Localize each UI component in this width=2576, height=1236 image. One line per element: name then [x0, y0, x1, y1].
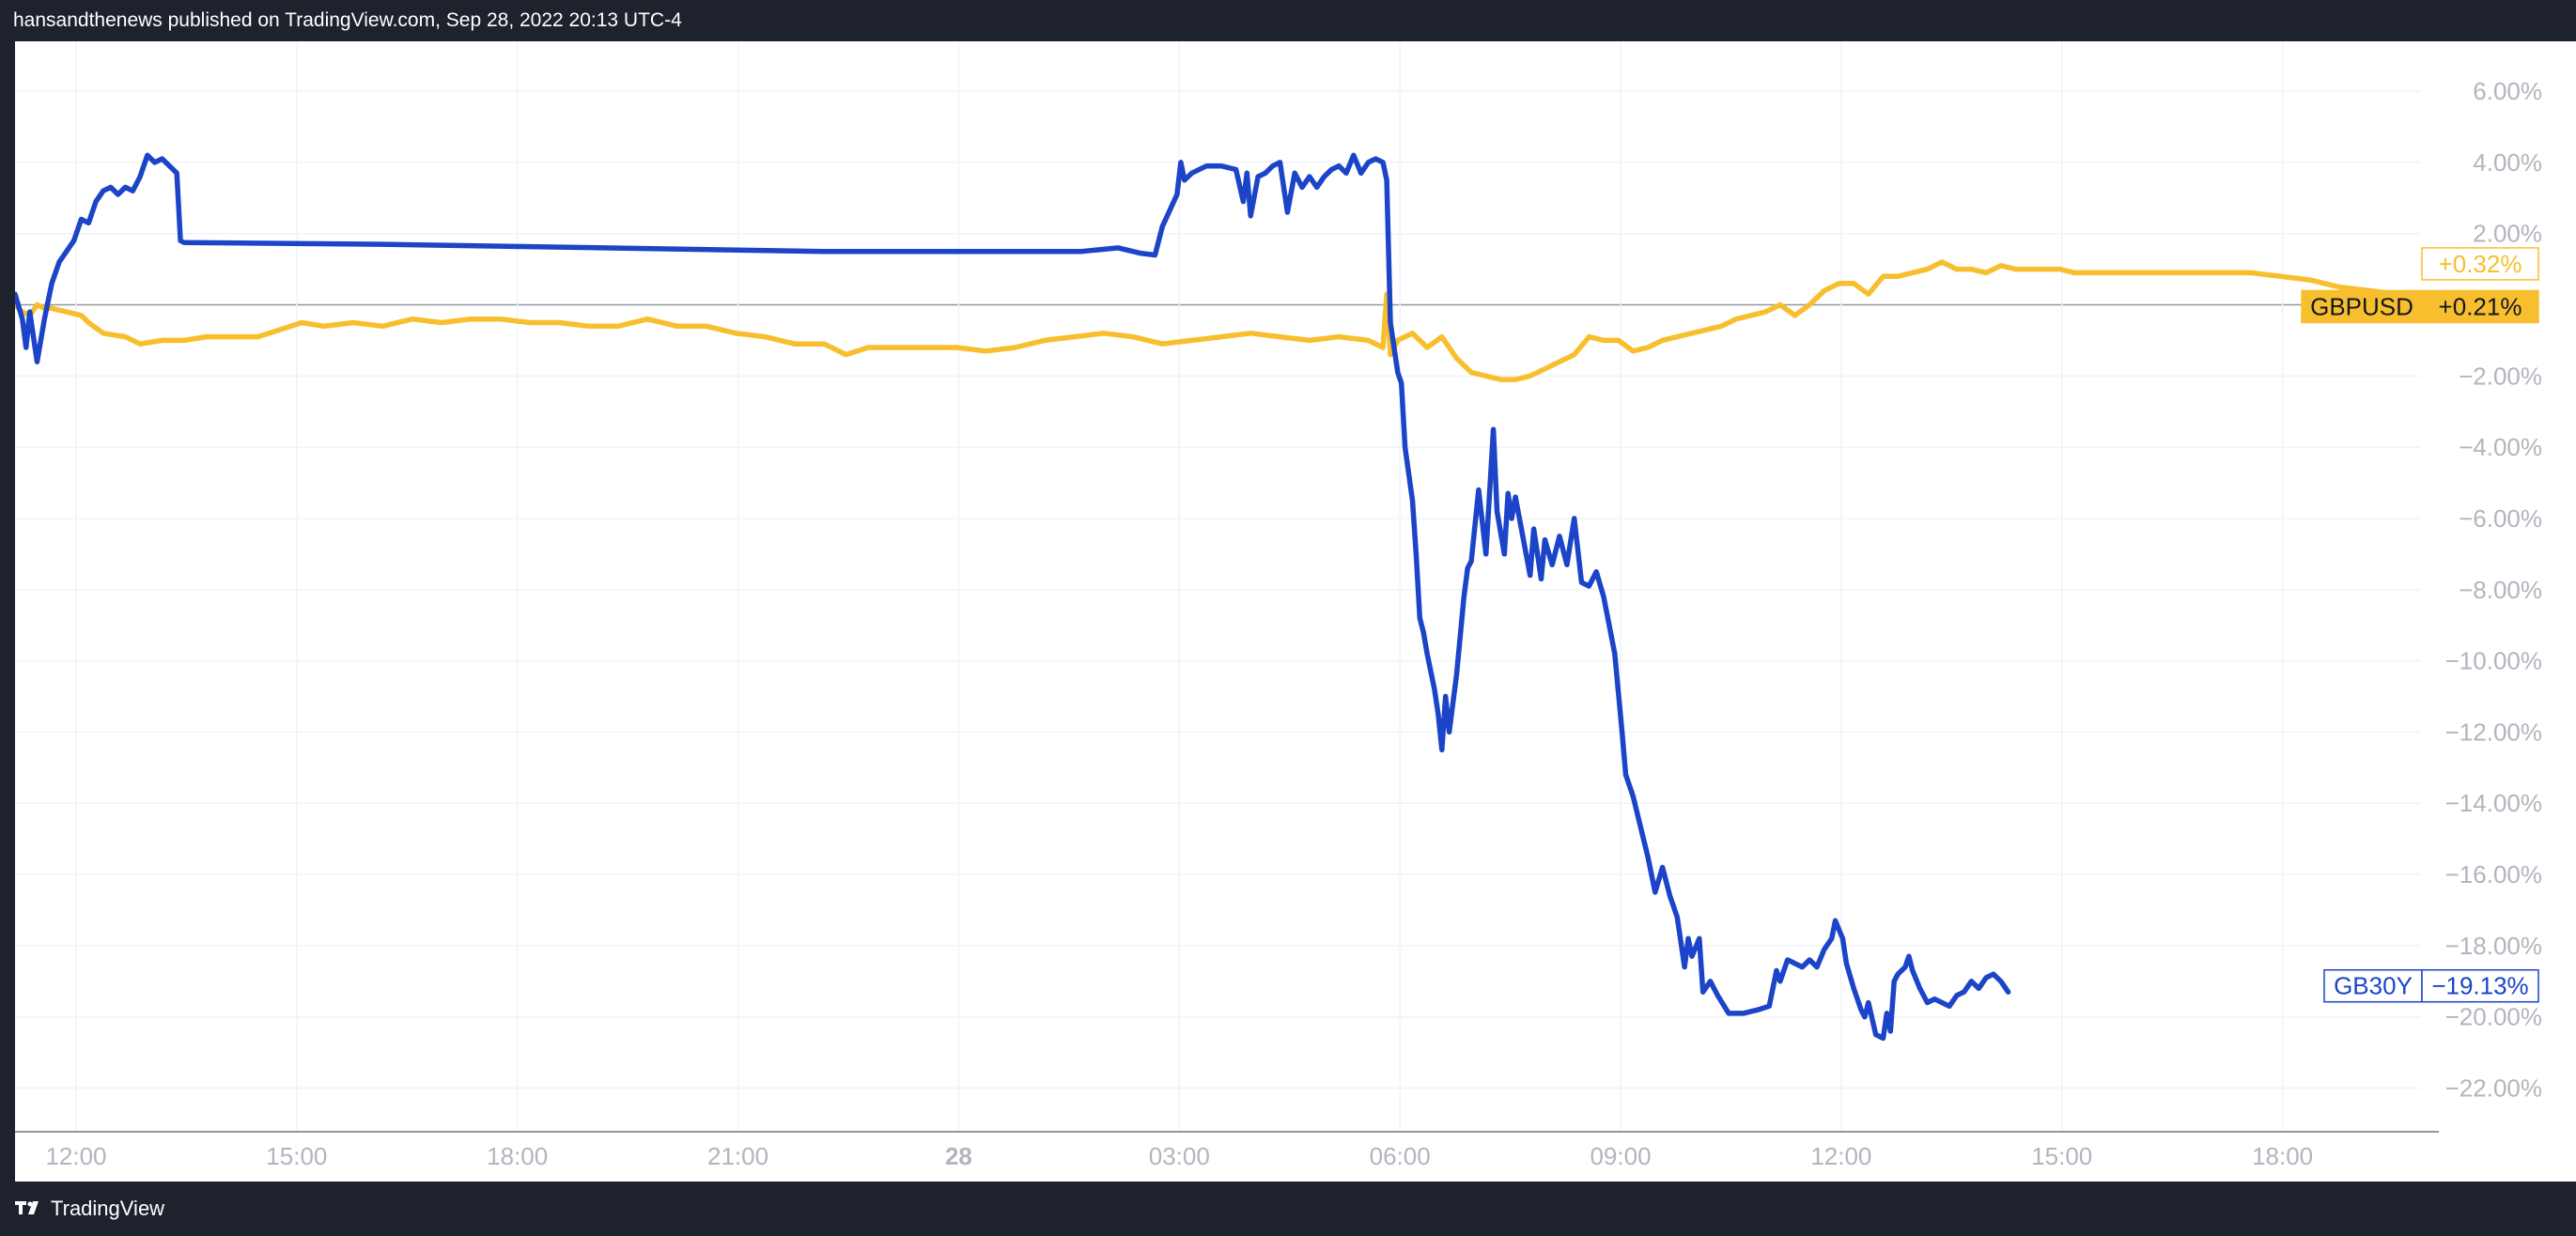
x-tick-label: 15:00 — [2031, 1142, 2092, 1170]
y-tick-label: −22.00% — [2445, 1074, 2542, 1103]
price-tag-value: +0.32% — [2439, 250, 2522, 278]
series-name-label: GBPUSD — [2310, 292, 2413, 320]
x-tick-label: 12:00 — [1810, 1142, 1871, 1170]
x-tick-label: 09:00 — [1590, 1142, 1651, 1170]
series-layer — [15, 152, 2423, 1042]
y-tick-label: 4.00% — [2473, 148, 2542, 177]
footer-bar: TradingView — [0, 1182, 2576, 1236]
series-line-gbpusd[interactable] — [15, 259, 2423, 382]
x-tick-label: 28 — [945, 1142, 972, 1170]
price-tag-value: +0.21% — [2439, 292, 2522, 320]
price-tag-value: −19.13% — [2431, 972, 2528, 1000]
x-tick-label: 18:00 — [2252, 1142, 2313, 1170]
y-tick-label: −4.00% — [2459, 433, 2542, 461]
y-tick-label: 2.00% — [2473, 220, 2542, 248]
grid-layer — [15, 41, 2420, 1131]
price-tag — [2421, 289, 2539, 324]
y-tick-label: −20.00% — [2445, 1003, 2542, 1031]
publish-header: hansandthenews published on TradingView.… — [0, 0, 2576, 41]
x-tick-label: 12:00 — [45, 1142, 106, 1170]
tradingview-brand-label[interactable]: TradingView — [51, 1197, 165, 1220]
price-tag — [2421, 968, 2539, 1003]
series-name-label: GB30Y — [2334, 972, 2413, 1000]
x-tick-label: 06:00 — [1370, 1142, 1431, 1170]
x-tick-label: 03:00 — [1149, 1142, 1210, 1170]
axis-layer: 6.00% 4.00% 2.00% −2.00% −4.00% −6.00% −8.00% −… — [15, 77, 2542, 1170]
line-chart[interactable]: 6.00% 4.00% 2.00% −2.00% −4.00% −6.00% −8.00% −… — [15, 41, 2576, 1182]
x-tick-label: 21:00 — [707, 1142, 768, 1170]
x-tick-label: 18:00 — [487, 1142, 548, 1170]
price-tag-layer: +0.32% GBPUSD +0.21% GB30Y −19.13% — [2301, 247, 2539, 1003]
chart-panel[interactable]: 6.00% 4.00% 2.00% −2.00% −4.00% −6.00% −8.00% −… — [15, 41, 2576, 1182]
series-name-tag-gb30y — [2323, 968, 2423, 1003]
y-tick-label: −18.00% — [2445, 932, 2542, 960]
y-tick-label: −2.00% — [2459, 362, 2542, 390]
series-line-gb30y[interactable] — [15, 152, 2011, 1042]
x-tick-label: 15:00 — [266, 1142, 327, 1170]
tradingview-logo-icon[interactable] — [15, 1198, 43, 1223]
publish-info-text: hansandthenews published on TradingView.… — [13, 9, 682, 31]
y-tick-label: −16.00% — [2445, 860, 2542, 888]
y-tick-label: −14.00% — [2445, 789, 2542, 817]
y-tick-label: −12.00% — [2445, 718, 2542, 746]
y-tick-label: −6.00% — [2459, 504, 2542, 533]
y-tick-label: −10.00% — [2445, 647, 2542, 675]
y-tick-label: 6.00% — [2473, 77, 2542, 105]
y-tick-label: −8.00% — [2459, 576, 2542, 604]
price-tag — [2421, 247, 2539, 281]
